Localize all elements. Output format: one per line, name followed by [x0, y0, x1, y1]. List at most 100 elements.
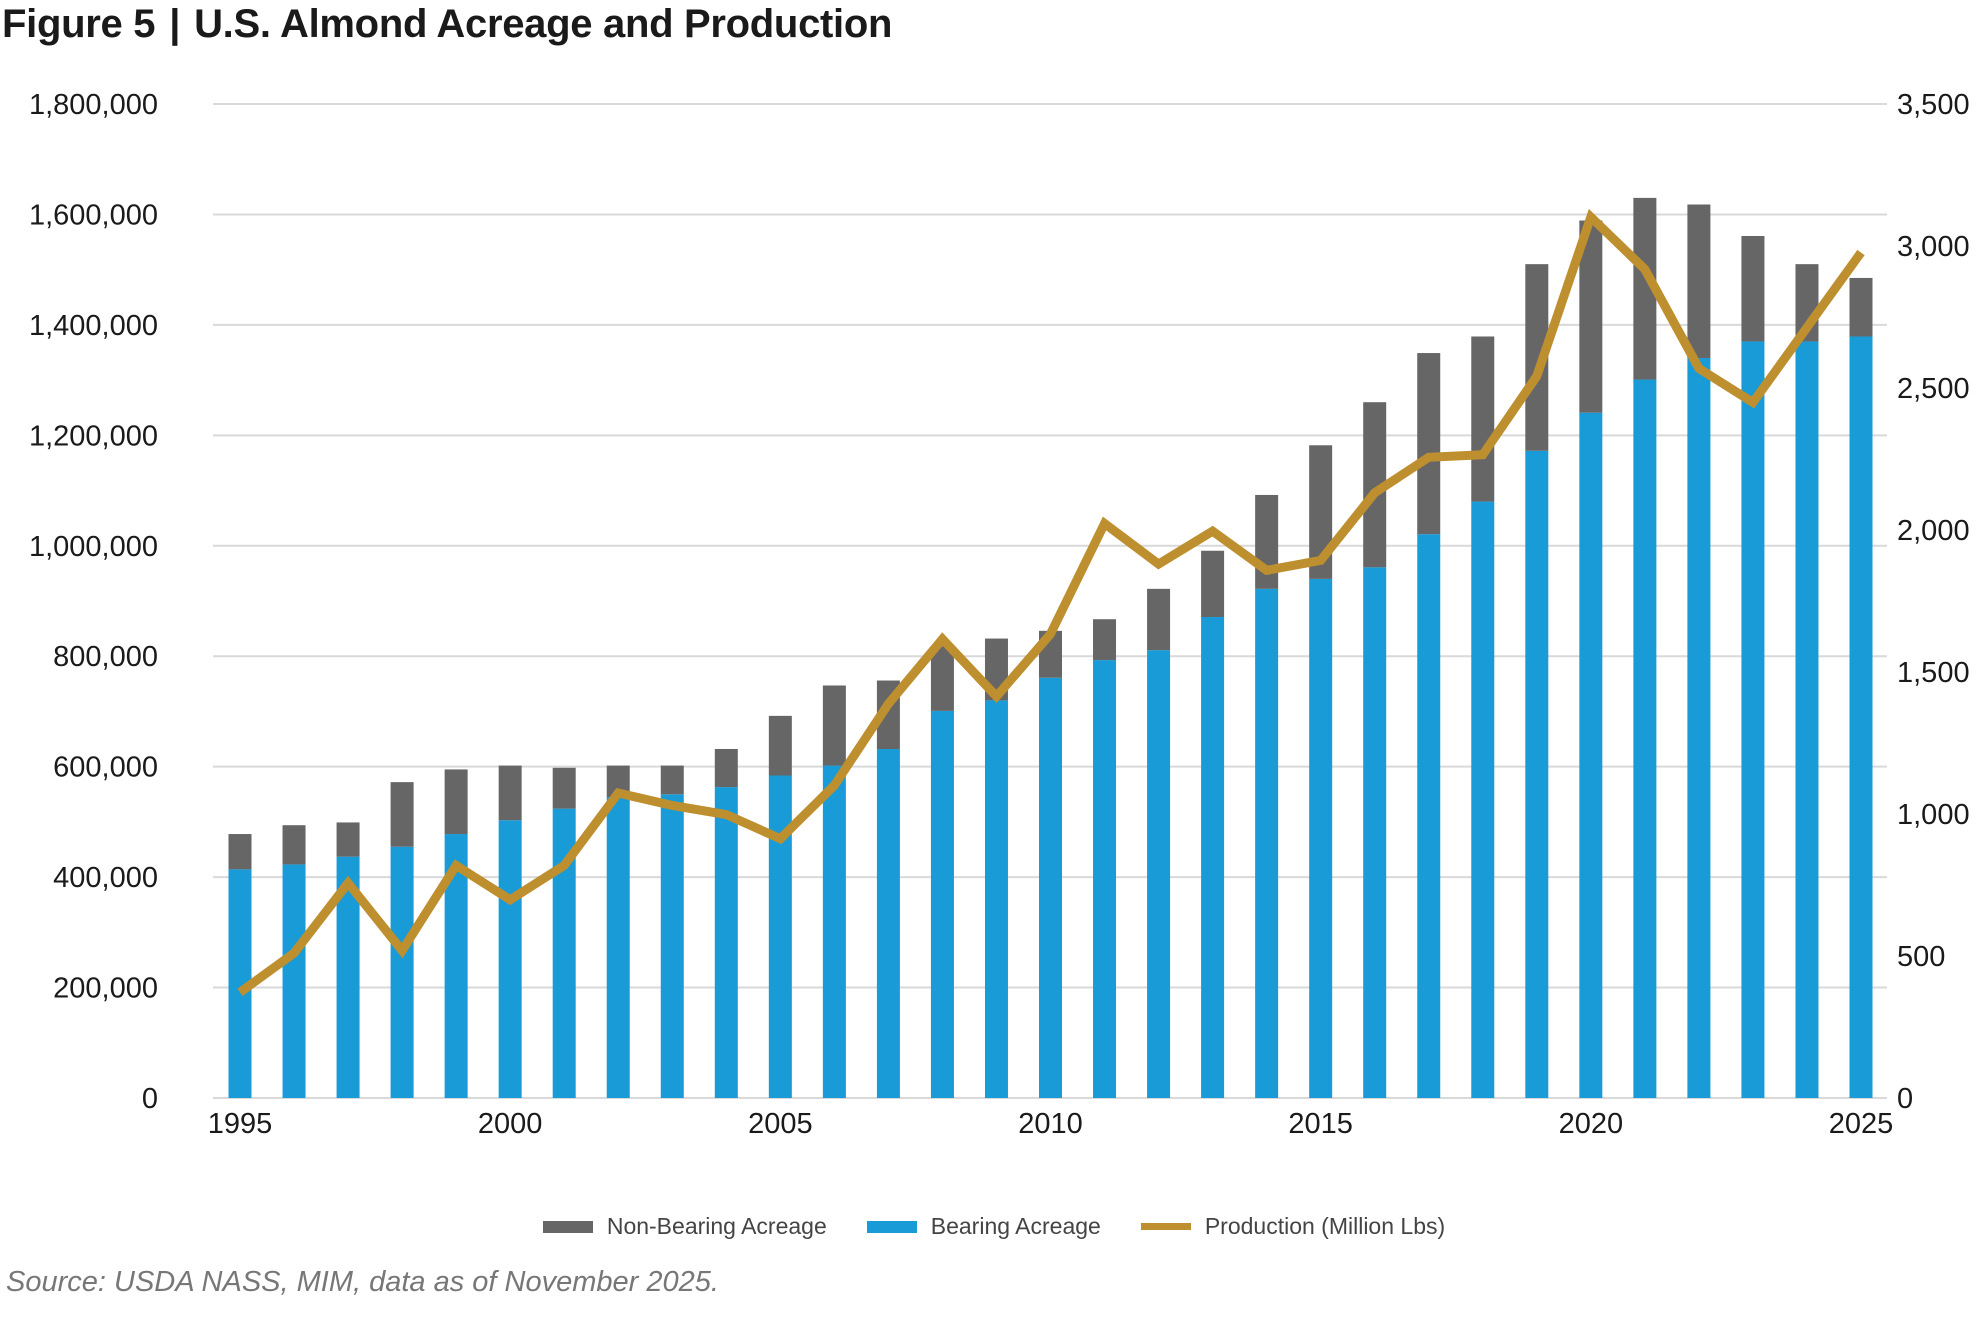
right-axis-tick-label: 3,500 [1897, 89, 1970, 121]
bar-non-bearing-2018 [1471, 336, 1495, 502]
bar-bearing-2015 [1309, 578, 1333, 1098]
left-axis-tick-label: 800,000 [53, 641, 158, 673]
right-axis-tick-label: 2,000 [1897, 515, 1970, 547]
left-axis-tick-label: 1,800,000 [29, 89, 158, 121]
bar-non-bearing-2008 [930, 646, 954, 711]
bar-bearing-2004 [714, 787, 738, 1098]
bar-non-bearing-2001 [552, 767, 576, 809]
bar-non-bearing-2011 [1093, 619, 1117, 661]
bar-bearing-2002 [606, 797, 630, 1098]
bar-bearing-2007 [876, 748, 900, 1098]
bar-bearing-2023 [1741, 341, 1765, 1098]
left-axis-labels: 0 200,000 400,000 600,000 800,000 1,000,000 1,… [29, 89, 158, 1115]
bar-bearing-2011 [1093, 660, 1117, 1098]
bar-bearing-2001 [552, 808, 576, 1098]
bar-bearing-2010 [1039, 677, 1062, 1098]
x-axis-tick-label: 2005 [748, 1108, 813, 1140]
bar-bearing-2006 [822, 765, 846, 1098]
bar-non-bearing-2002 [606, 765, 630, 798]
bar-bearing-1997 [336, 856, 360, 1098]
right-axis-tick-label: 500 [1897, 941, 1945, 973]
bar-non-bearing-1998 [390, 782, 414, 847]
bar-bearing-2000 [498, 820, 522, 1098]
bar-bearing-1999 [444, 834, 468, 1098]
left-axis-tick-label: 1,000,000 [29, 531, 158, 563]
bar-bearing-2024 [1795, 341, 1819, 1098]
chart: 0 200,000 400,000 600,000 800,000 1,000,000 1,… [29, 89, 1970, 1140]
legend-swatch-bearing [866, 1220, 917, 1233]
x-axis-tick-label: 2025 [1829, 1108, 1894, 1140]
bar-non-bearing-2020 [1579, 220, 1603, 413]
figure-number: Figure 5 [2, 2, 156, 46]
right-axis-tick-label: 0 [1897, 1083, 1913, 1115]
bar-bearing-2013 [1201, 617, 1225, 1098]
bar-bearing-2014 [1255, 588, 1279, 1098]
left-axis-tick-label: 1,200,000 [29, 420, 158, 452]
right-axis-tick-label: 1,500 [1897, 657, 1970, 689]
legend-swatch-production [1140, 1223, 1191, 1230]
bar-non-bearing-2025 [1849, 277, 1873, 337]
legend-item-production: Production (Million Lbs) [1140, 1213, 1446, 1240]
bar-non-bearing-2017 [1417, 353, 1441, 535]
bar-bearing-2017 [1417, 534, 1441, 1098]
bar-non-bearing-2000 [498, 765, 522, 821]
legend-label: Bearing Acreage [930, 1213, 1101, 1239]
bars [228, 197, 1873, 1099]
left-axis-tick-label: 200,000 [53, 973, 158, 1005]
legend-swatch-non-bearing [542, 1220, 593, 1233]
right-axis-tick-label: 1,000 [1897, 799, 1970, 831]
bar-bearing-1995 [228, 869, 252, 1098]
bar-bearing-1998 [390, 846, 414, 1098]
bar-non-bearing-2021 [1633, 197, 1657, 380]
bar-bearing-2021 [1633, 379, 1657, 1098]
bar-bearing-2012 [1147, 650, 1171, 1098]
bar-non-bearing-2004 [714, 748, 738, 788]
left-axis-tick-label: 400,000 [53, 862, 158, 894]
bar-bearing-2016 [1363, 567, 1387, 1098]
left-axis-tick-label: 1,600,000 [29, 199, 158, 231]
left-axis-tick-label: 600,000 [53, 752, 158, 784]
bar-bearing-2025 [1849, 336, 1873, 1098]
bar-non-bearing-2013 [1201, 550, 1225, 618]
bar-bearing-1996 [282, 864, 306, 1098]
bar-non-bearing-1996 [282, 825, 306, 865]
bar-bearing-2018 [1471, 501, 1495, 1099]
legend: Non-Bearing Acreage Bearing Acreage Prod… [0, 1213, 1988, 1240]
legend-label: Non-Bearing Acreage [606, 1213, 827, 1239]
bar-bearing-2022 [1687, 358, 1711, 1098]
x-axis-tick-label: 2010 [1018, 1108, 1083, 1140]
x-axis-tick-label: 1995 [208, 1108, 273, 1140]
x-axis-tick-label: 2015 [1288, 1108, 1353, 1140]
bar-non-bearing-2012 [1147, 588, 1171, 651]
production-line [237, 208, 1865, 996]
bar-non-bearing-2006 [822, 685, 846, 766]
bar-bearing-2019 [1525, 450, 1549, 1099]
right-axis-tick-label: 2,500 [1897, 373, 1970, 405]
bar-non-bearing-2016 [1363, 402, 1387, 568]
bar-bearing-2020 [1579, 412, 1603, 1098]
bar-non-bearing-2015 [1309, 445, 1333, 579]
chart-title: Figure 5 | U.S. Almond Acreage and Product… [2, 2, 892, 47]
bar-bearing-2008 [930, 710, 954, 1098]
bar-non-bearing-2023 [1741, 235, 1765, 342]
bar-non-bearing-2022 [1687, 204, 1711, 359]
right-axis-tick-label: 3,000 [1897, 231, 1970, 263]
bar-bearing-2005 [768, 775, 792, 1098]
x-axis-tick-label: 2000 [478, 1108, 543, 1140]
right-axis-labels: 0 500 1,000 1,500 2,000 2,500 3,000 3,500 [1897, 89, 1970, 1115]
bar-bearing-2003 [660, 794, 684, 1098]
source-note: Source: USDA NASS, MIM, data as of Novem… [6, 1266, 719, 1298]
bar-non-bearing-1995 [228, 834, 252, 870]
bar-non-bearing-1999 [444, 769, 468, 835]
x-axis-labels: 1995 2000 2005 2010 2015 2020 2025 [208, 1108, 1894, 1140]
bar-non-bearing-1997 [336, 822, 360, 857]
figure-title: U.S. Almond Acreage and Production [194, 2, 893, 46]
bar-bearing-2009 [984, 700, 1008, 1098]
bar-non-bearing-2003 [660, 765, 684, 795]
left-axis-tick-label: 0 [142, 1083, 158, 1115]
legend-label: Production (Million Lbs) [1204, 1213, 1446, 1239]
legend-item-bearing: Bearing Acreage [866, 1213, 1101, 1240]
x-axis-tick-label: 2020 [1559, 1108, 1624, 1140]
bar-non-bearing-2019 [1525, 264, 1549, 451]
title-separator: | [169, 2, 181, 46]
